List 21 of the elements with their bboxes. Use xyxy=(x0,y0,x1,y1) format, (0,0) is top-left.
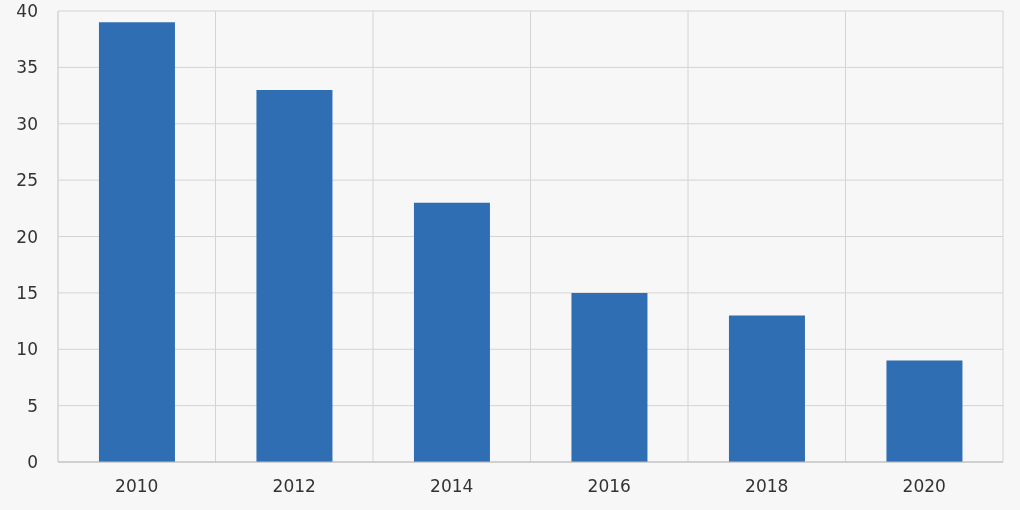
y-tick-label: 25 xyxy=(16,170,38,191)
y-tick-label: 20 xyxy=(16,226,38,247)
y-tick-label: 30 xyxy=(16,113,38,134)
x-tick-label: 2018 xyxy=(745,476,789,497)
y-tick-label: 0 xyxy=(27,452,38,473)
x-tick-label: 2014 xyxy=(430,476,474,497)
bar xyxy=(98,22,175,462)
bar xyxy=(256,89,333,462)
bar xyxy=(413,202,490,462)
y-tick-label: 35 xyxy=(16,57,38,78)
bar xyxy=(886,360,963,462)
bar xyxy=(728,315,805,462)
x-tick-label: 2010 xyxy=(115,476,159,497)
y-tick-label: 5 xyxy=(27,395,38,416)
y-tick-label: 40 xyxy=(16,1,38,22)
x-tick-label: 2020 xyxy=(902,476,946,497)
x-tick-label: 2016 xyxy=(587,476,631,497)
x-tick-label: 2012 xyxy=(272,476,316,497)
y-tick-label: 15 xyxy=(16,282,38,303)
bar xyxy=(571,292,648,462)
y-tick-label: 10 xyxy=(16,339,38,360)
